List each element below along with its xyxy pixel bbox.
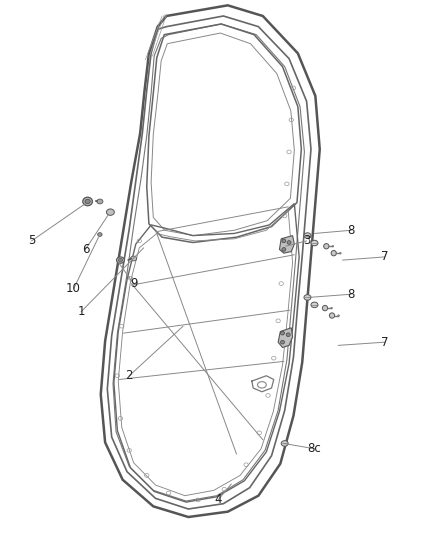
Ellipse shape bbox=[331, 308, 332, 309]
Text: 4: 4 bbox=[214, 494, 222, 506]
Text: 1: 1 bbox=[77, 305, 85, 318]
Text: 7: 7 bbox=[381, 336, 389, 349]
Ellipse shape bbox=[118, 259, 123, 262]
Ellipse shape bbox=[281, 441, 288, 446]
Text: 8: 8 bbox=[348, 288, 355, 301]
Ellipse shape bbox=[280, 331, 285, 335]
Ellipse shape bbox=[98, 232, 102, 237]
Text: 10: 10 bbox=[66, 282, 81, 295]
Ellipse shape bbox=[304, 233, 311, 238]
Text: 9: 9 bbox=[130, 277, 138, 290]
Text: 8: 8 bbox=[348, 224, 355, 237]
Ellipse shape bbox=[280, 341, 285, 344]
Ellipse shape bbox=[85, 199, 90, 204]
Polygon shape bbox=[279, 236, 294, 253]
Ellipse shape bbox=[331, 251, 336, 256]
Text: 5: 5 bbox=[28, 235, 35, 247]
Ellipse shape bbox=[311, 302, 318, 308]
Polygon shape bbox=[278, 328, 293, 348]
Text: 6: 6 bbox=[81, 243, 89, 256]
Ellipse shape bbox=[322, 305, 328, 311]
Ellipse shape bbox=[329, 313, 335, 318]
Text: 2: 2 bbox=[125, 369, 133, 382]
Ellipse shape bbox=[324, 244, 329, 249]
Text: 3: 3 bbox=[303, 235, 310, 247]
Ellipse shape bbox=[106, 209, 114, 215]
Ellipse shape bbox=[311, 240, 318, 246]
Ellipse shape bbox=[282, 239, 286, 243]
Ellipse shape bbox=[282, 247, 286, 251]
Ellipse shape bbox=[332, 246, 334, 247]
Text: 7: 7 bbox=[381, 251, 389, 263]
Ellipse shape bbox=[286, 333, 290, 337]
Ellipse shape bbox=[339, 253, 341, 254]
Text: 8c: 8c bbox=[307, 442, 321, 455]
Ellipse shape bbox=[97, 199, 103, 204]
Ellipse shape bbox=[117, 257, 124, 263]
Ellipse shape bbox=[131, 256, 137, 261]
Ellipse shape bbox=[83, 197, 92, 206]
Ellipse shape bbox=[304, 295, 311, 300]
Ellipse shape bbox=[287, 241, 291, 244]
Ellipse shape bbox=[338, 315, 339, 316]
